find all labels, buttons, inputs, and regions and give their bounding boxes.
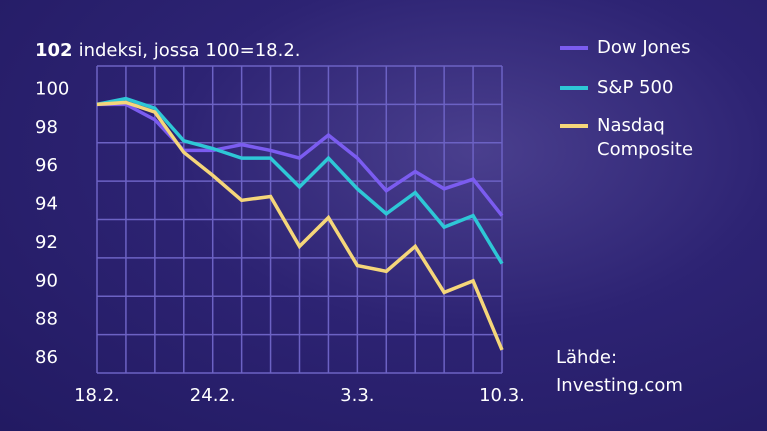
- y-tick-label: 86: [35, 347, 58, 368]
- x-tick-label: 3.3.: [340, 385, 374, 406]
- y-tick-label: 100: [35, 78, 69, 99]
- x-tick-label: 10.3.: [479, 385, 525, 406]
- y-axis-label: indeksi, jossa 100=18.2.: [79, 40, 301, 61]
- y-tick-label: 94: [35, 194, 58, 215]
- y-tick-label: 96: [35, 155, 58, 176]
- y-tick-label: 98: [35, 117, 58, 138]
- y-tick-label: 92: [35, 232, 58, 253]
- y-tick-label: 88: [35, 309, 58, 330]
- y-tick-label: 102: [35, 40, 73, 61]
- source: Lähde: Investing.com: [556, 347, 683, 396]
- legend-label: S&P 500: [597, 77, 674, 98]
- x-tick-label: 18.2.: [74, 385, 120, 406]
- legend-label: Nasdaq Composite: [597, 115, 694, 160]
- x-tick-label: 24.2.: [190, 385, 236, 406]
- series-line: [96, 100, 504, 351]
- y-tick-label: 90: [35, 270, 58, 291]
- series-line: [96, 96, 504, 265]
- legend-label: Dow Jones: [597, 37, 691, 58]
- series-line: [97, 102, 504, 217]
